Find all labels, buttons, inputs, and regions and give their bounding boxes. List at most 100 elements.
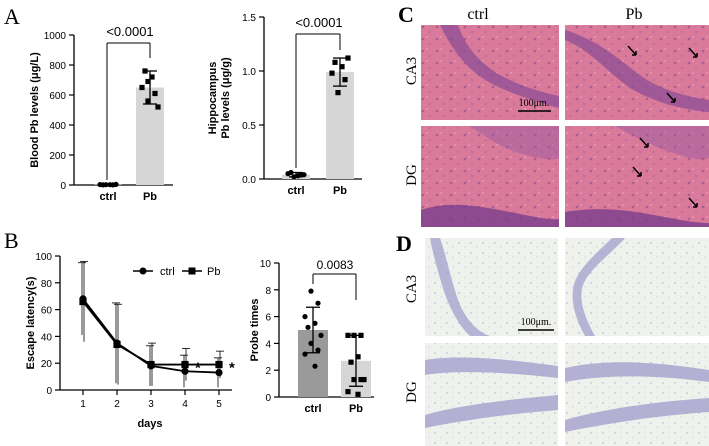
data-point: [152, 90, 158, 97]
data-point: [149, 74, 155, 80]
y-tick-label: 1.5: [242, 13, 256, 24]
y-tick-label: 1.0: [242, 67, 256, 78]
data-point: [301, 172, 307, 178]
y-axis-label: Probe times: [249, 299, 261, 362]
y-tick-label: 6: [265, 313, 271, 324]
row-label-ca3: CA3: [404, 275, 420, 303]
panel-d-nissl-images: CA3 DG 100μm.: [404, 238, 709, 446]
data-point: [155, 104, 161, 110]
y-tick-label: 10: [260, 259, 272, 270]
data-point: [358, 332, 364, 338]
y-tick-label: 20: [41, 359, 53, 370]
nissl-pb-ca3-image: [565, 238, 709, 336]
y-tick-label: 1000: [44, 31, 67, 42]
data-point: [145, 78, 151, 85]
point-pb: [215, 360, 223, 369]
data-point: [308, 340, 314, 346]
row-label-dg: DG: [404, 164, 420, 186]
x-tick-ctrl: ctrl: [304, 403, 321, 415]
y-tick-label: 60: [41, 306, 53, 317]
he-ctrl-dg-image: [421, 126, 559, 227]
p-value: <0.0001: [106, 24, 153, 39]
panel-label-d: D: [396, 231, 412, 256]
data-point: [295, 173, 301, 179]
y-axis-label: Hippocampus: [207, 62, 219, 135]
data-point: [305, 324, 311, 330]
y-tick-label: 400: [49, 121, 66, 132]
data-point: [358, 376, 364, 383]
chart-blood-pb: Blood Pb levels (μg/L) 0 200 400 600 800 1000…: [29, 24, 173, 203]
data-point: [312, 363, 318, 369]
series-line-pb: [82, 301, 219, 366]
data-point: [288, 169, 294, 176]
data-point: [351, 332, 357, 338]
data-point: [345, 389, 351, 395]
x-tick-pb: Pb: [333, 185, 347, 197]
y-tick-label: 0: [46, 386, 52, 397]
point-pb: [147, 360, 155, 369]
column-label-ctrl: ctrl: [467, 6, 489, 23]
legend-pb-label: Pb: [207, 266, 220, 278]
y-tick-label: 600: [49, 91, 66, 102]
column-label-pb: Pb: [626, 6, 643, 23]
legend-ctrl-marker: [139, 267, 147, 275]
legend-pb-marker: [188, 267, 196, 275]
nissl-pb-dg-image: [565, 343, 709, 446]
y-tick-label: 100: [35, 252, 52, 263]
data-point: [345, 332, 351, 338]
data-point: [142, 68, 148, 74]
data-point: [107, 182, 113, 188]
y-tick-label: 4: [265, 339, 271, 350]
data-point: [100, 182, 106, 188]
data-point: [312, 320, 318, 326]
y-tick-label: 0: [60, 181, 66, 192]
significance-star: *: [195, 360, 201, 377]
data-point: [335, 90, 341, 96]
y-tick-label: 0.5: [242, 121, 256, 132]
he-pb-ca3-image: [565, 25, 709, 120]
x-tick-ctrl: ctrl: [99, 191, 116, 203]
y-tick-label: 40: [41, 332, 53, 343]
point-ctrl: [215, 368, 223, 377]
he-ctrl-ca3-image: 100μm.: [421, 25, 559, 120]
data-point: [355, 354, 361, 360]
chart-escape-latency: Escape latency(s) days 0 20 40 60 80 100 1 2 3 4 5…: [25, 252, 235, 430]
bar-pb: [326, 72, 354, 179]
data-point: [329, 70, 335, 76]
panel-label-c: C: [398, 2, 414, 27]
x-axis-label: days: [137, 418, 162, 430]
legend-ctrl-label: ctrl: [160, 266, 175, 278]
y-tick-label: 8: [265, 286, 271, 297]
panel-label-b: B: [4, 228, 19, 253]
data-point: [318, 332, 324, 338]
y-tick-label: 80: [41, 279, 53, 290]
data-point: [302, 351, 308, 357]
data-point: [345, 55, 351, 61]
y-tick-label: 0.0: [242, 175, 256, 186]
x-tick-label: 3: [148, 399, 154, 410]
y-axis-label: Escape latency(s): [25, 276, 37, 369]
x-tick-ctrl: ctrl: [287, 185, 304, 197]
data-point: [355, 391, 361, 397]
data-point: [113, 181, 119, 187]
data-point: [348, 359, 354, 365]
y-tick-label: 0: [265, 393, 271, 404]
data-point: [332, 59, 338, 65]
nissl-ctrl-dg-image: [425, 343, 558, 446]
chart-probe-times: Probe times 0 2 4 6 8 10 0.0083 ctrl Pb: [249, 258, 374, 415]
row-label-dg: DG: [404, 381, 420, 403]
data-point: [145, 98, 151, 104]
data-point: [308, 288, 314, 294]
p-value: <0.0001: [295, 15, 342, 30]
data-point: [315, 300, 321, 306]
chart-hippocampus-pb: Hippocampus Pb levels (μg/g) 0.0 0.5 1.0 1.…: [207, 13, 362, 197]
data-point: [351, 376, 357, 383]
y-tick-label: 200: [49, 151, 66, 162]
x-tick-label: 4: [182, 399, 188, 410]
data-point: [139, 84, 145, 91]
p-value: 0.0083: [317, 258, 354, 272]
scale-bar-label: 100μm.: [519, 98, 550, 109]
point-ctrl: [181, 367, 189, 375]
point-pb: [79, 297, 87, 306]
